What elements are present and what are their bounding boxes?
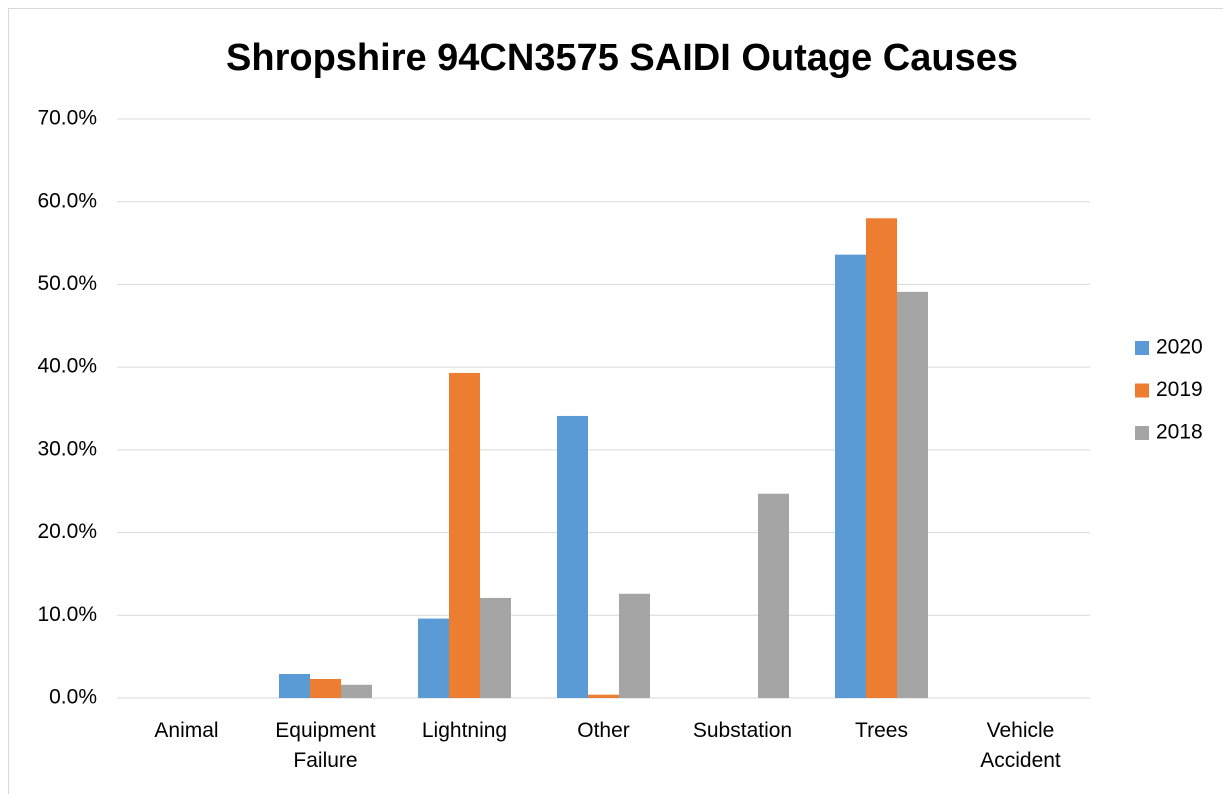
bar bbox=[279, 674, 310, 698]
legend-swatch bbox=[1135, 383, 1149, 398]
bar bbox=[758, 493, 789, 698]
chart-border bbox=[8, 8, 1223, 794]
x-tick-label: Substation bbox=[692, 719, 793, 742]
y-tick-label: 0.0% bbox=[49, 686, 97, 709]
legend-label: 2020 bbox=[1156, 336, 1203, 359]
bar bbox=[897, 291, 928, 698]
legend-swatch bbox=[1135, 426, 1149, 440]
bar bbox=[835, 254, 866, 698]
legend-label: 2019 bbox=[1156, 378, 1203, 401]
legend-label: 2018 bbox=[1156, 421, 1203, 444]
bar bbox=[619, 593, 650, 698]
legend-swatch bbox=[1135, 341, 1149, 355]
y-tick-label: 50.0% bbox=[37, 272, 97, 295]
x-tick-label: Other bbox=[577, 719, 630, 742]
x-tick-label: Equipment Failure bbox=[275, 719, 376, 772]
bar bbox=[341, 684, 372, 698]
bar bbox=[480, 597, 511, 698]
x-tick-label: Trees bbox=[855, 719, 908, 742]
bar bbox=[310, 678, 341, 698]
x-tick-label: Vehicle Accident bbox=[980, 719, 1061, 772]
bar bbox=[557, 415, 588, 698]
y-tick-label: 10.0% bbox=[37, 603, 97, 626]
y-tick-label: 20.0% bbox=[37, 520, 97, 543]
bar bbox=[588, 694, 619, 698]
y-tick-label: 30.0% bbox=[37, 437, 97, 460]
bar bbox=[418, 618, 449, 698]
bar bbox=[449, 372, 480, 698]
y-tick-label: 60.0% bbox=[37, 189, 97, 212]
x-tick-label: Animal bbox=[154, 719, 219, 742]
bar bbox=[866, 218, 897, 698]
y-tick-label: 40.0% bbox=[37, 355, 97, 378]
y-tick-label: 70.0% bbox=[37, 107, 97, 130]
chart-title: Shropshire 94CN3575 SAIDI Outage Causes bbox=[226, 37, 1018, 79]
x-tick-label: Lightning bbox=[421, 719, 508, 742]
